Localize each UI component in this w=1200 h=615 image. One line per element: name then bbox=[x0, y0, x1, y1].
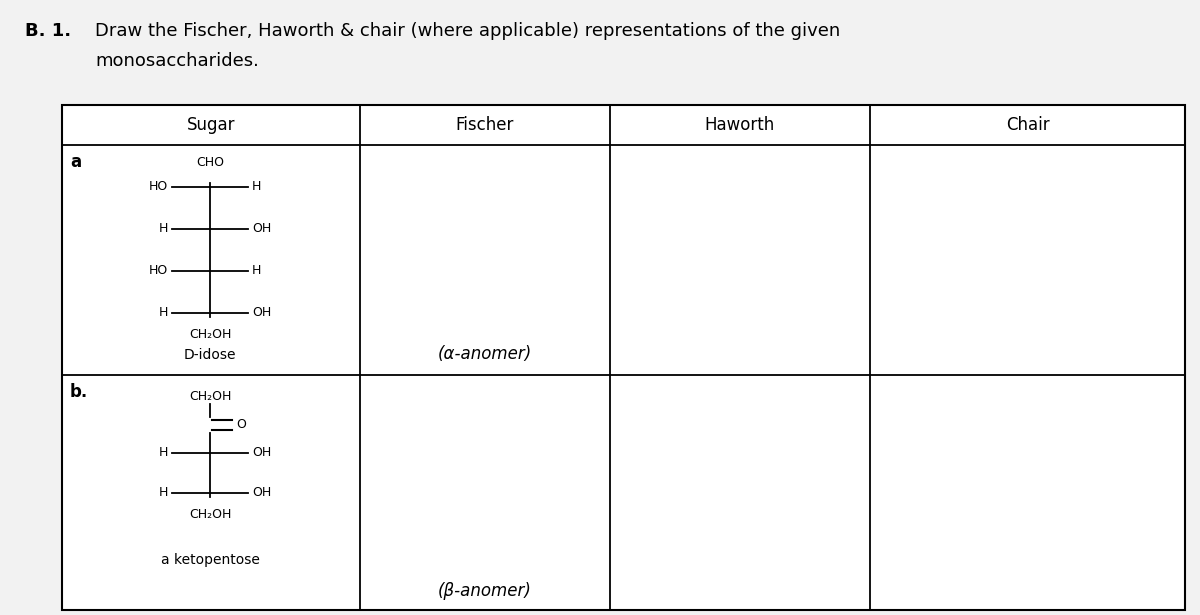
Text: a: a bbox=[70, 153, 82, 171]
Text: (β-anomer): (β-anomer) bbox=[438, 582, 532, 600]
Text: OH: OH bbox=[252, 446, 271, 459]
Text: H: H bbox=[252, 264, 262, 277]
Text: OH: OH bbox=[252, 486, 271, 499]
Text: OH: OH bbox=[252, 223, 271, 236]
Text: CH₂OH: CH₂OH bbox=[188, 389, 232, 402]
Text: CHO: CHO bbox=[196, 156, 224, 169]
Bar bbox=[62, 105, 1186, 610]
Text: Chair: Chair bbox=[1006, 116, 1049, 134]
Text: H: H bbox=[158, 223, 168, 236]
Text: a ketopentose: a ketopentose bbox=[161, 553, 259, 567]
Text: HO: HO bbox=[149, 180, 168, 194]
Text: B. 1.: B. 1. bbox=[25, 22, 71, 40]
Text: Sugar: Sugar bbox=[187, 116, 235, 134]
Text: H: H bbox=[158, 486, 168, 499]
Text: D-idose: D-idose bbox=[184, 348, 236, 362]
Text: Fischer: Fischer bbox=[456, 116, 514, 134]
Text: CH₂OH: CH₂OH bbox=[188, 509, 232, 522]
Text: O: O bbox=[236, 418, 246, 432]
Text: HO: HO bbox=[149, 264, 168, 277]
Text: CH₂OH: CH₂OH bbox=[188, 328, 232, 341]
Text: H: H bbox=[158, 306, 168, 320]
Text: (α-anomer): (α-anomer) bbox=[438, 345, 532, 363]
Text: OH: OH bbox=[252, 306, 271, 320]
Text: H: H bbox=[252, 180, 262, 194]
Text: b.: b. bbox=[70, 383, 89, 401]
Text: Haworth: Haworth bbox=[704, 116, 775, 134]
Text: Draw the Fischer, Haworth & chair (where applicable) representations of the give: Draw the Fischer, Haworth & chair (where… bbox=[95, 22, 840, 40]
Text: monosaccharides.: monosaccharides. bbox=[95, 52, 259, 70]
Text: H: H bbox=[158, 446, 168, 459]
